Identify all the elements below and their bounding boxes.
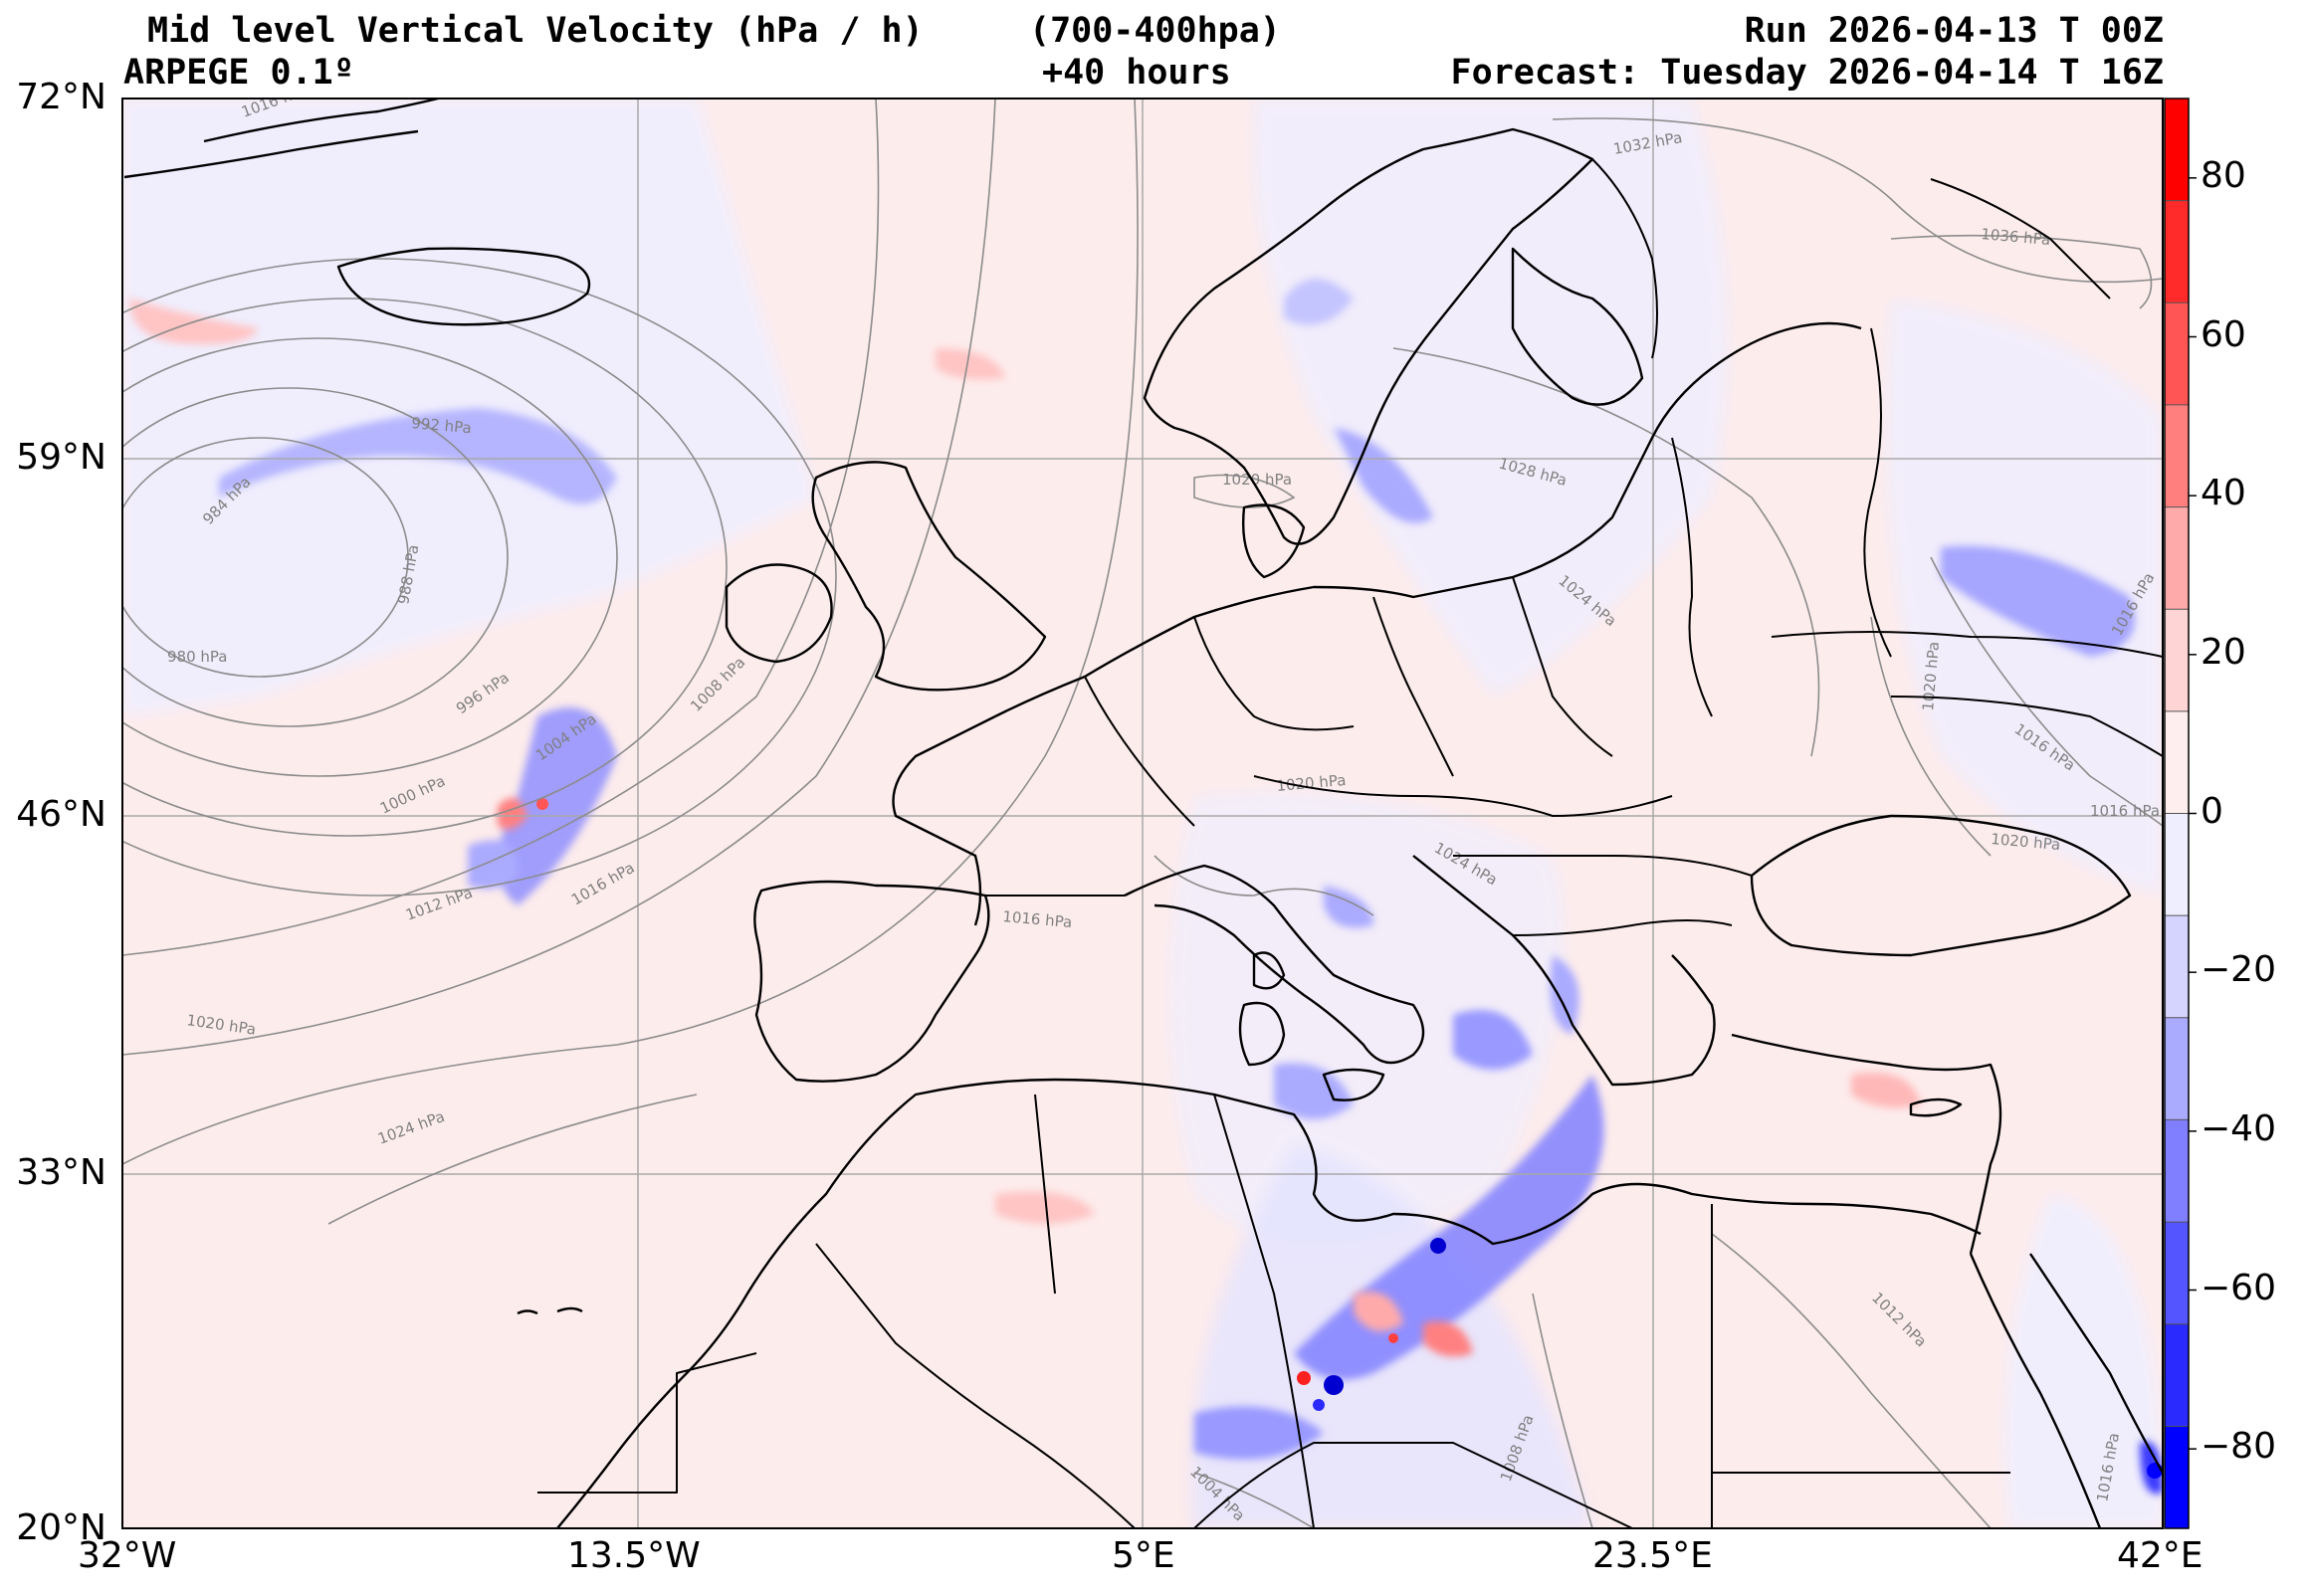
isobar-label: 1020 hPa	[1222, 471, 1292, 489]
map-title: Mid level Vertical Velocity (hPa / h)	[147, 11, 924, 51]
strong-descent-cores	[536, 798, 1398, 1385]
colorbar-tick-label: −40	[2201, 1107, 2276, 1149]
colorbar-tick-label: 40	[2201, 473, 2246, 514]
lon-tick-label: 42°E	[2117, 1535, 2204, 1576]
lon-tick-label: 32°W	[78, 1535, 177, 1576]
colorbar-swatch	[2165, 609, 2189, 711]
lon-tick-label: 13.5°W	[567, 1535, 701, 1576]
colorbar-tick-label: −60	[2201, 1267, 2276, 1308]
colorbar-swatch	[2165, 1222, 2189, 1324]
colorbar-tick-label: 60	[2201, 313, 2246, 355]
isobar-label: 992 hPa	[411, 414, 473, 437]
isobar-label: 1016 hPa	[2090, 802, 2160, 820]
lat-tick-label: 59°N	[16, 437, 106, 478]
colorbar-swatch	[2165, 915, 2189, 1018]
colorbar-tick-label: −80	[2201, 1426, 2276, 1468]
colorbar-swatch	[2165, 506, 2189, 610]
vertical-velocity-field	[122, 99, 2163, 1528]
country-borders	[537, 158, 2163, 1528]
colorbar-swatch	[2165, 813, 2189, 916]
isobar-label: 980 hPa	[167, 648, 227, 666]
colorbar-swatch	[2165, 200, 2189, 303]
colorbar-swatch	[2165, 404, 2189, 507]
colorbar-swatch	[2165, 302, 2189, 405]
colorbar-tick-label: 20	[2201, 631, 2246, 673]
descent-areas	[129, 299, 1921, 1357]
lead-time: +40 hours	[1042, 53, 1231, 93]
colorbar-tick-label: −20	[2201, 949, 2276, 991]
isobars	[122, 99, 2163, 1528]
run-time: Run 2026-04-13 T 00Z	[1744, 11, 2164, 51]
graticule	[122, 99, 2163, 1528]
colorbar-swatch	[2165, 99, 2189, 201]
lat-tick-label: 46°N	[16, 794, 106, 835]
model-name: ARPEGE 0.1º	[123, 53, 354, 93]
lon-tick-label: 5°E	[1112, 1535, 1175, 1576]
lon-tick-label: 23.5°E	[1592, 1535, 1713, 1576]
lat-tick-label: 72°N	[16, 77, 106, 117]
colorbar-tick-label: 80	[2201, 154, 2246, 196]
colorbar-swatch	[2165, 1323, 2189, 1427]
pressure-levels: (700-400hpa)	[1029, 11, 1281, 51]
colorbar-swatch	[2165, 710, 2189, 814]
forecast-time: Forecast: Tuesday 2026-04-14 T 16Z	[1450, 53, 2164, 93]
colorbar-swatch	[2165, 1017, 2189, 1120]
colorbar-tick-label: 0	[2201, 790, 2223, 832]
coastlines	[123, 99, 2163, 1528]
lat-tick-label: 20°N	[16, 1507, 106, 1548]
colorbar	[2164, 98, 2197, 1529]
colorbar-swatch	[2165, 1426, 2189, 1528]
map-frame	[121, 98, 2164, 1529]
colorbar-swatch	[2165, 1119, 2189, 1223]
lat-tick-label: 33°N	[16, 1152, 106, 1193]
